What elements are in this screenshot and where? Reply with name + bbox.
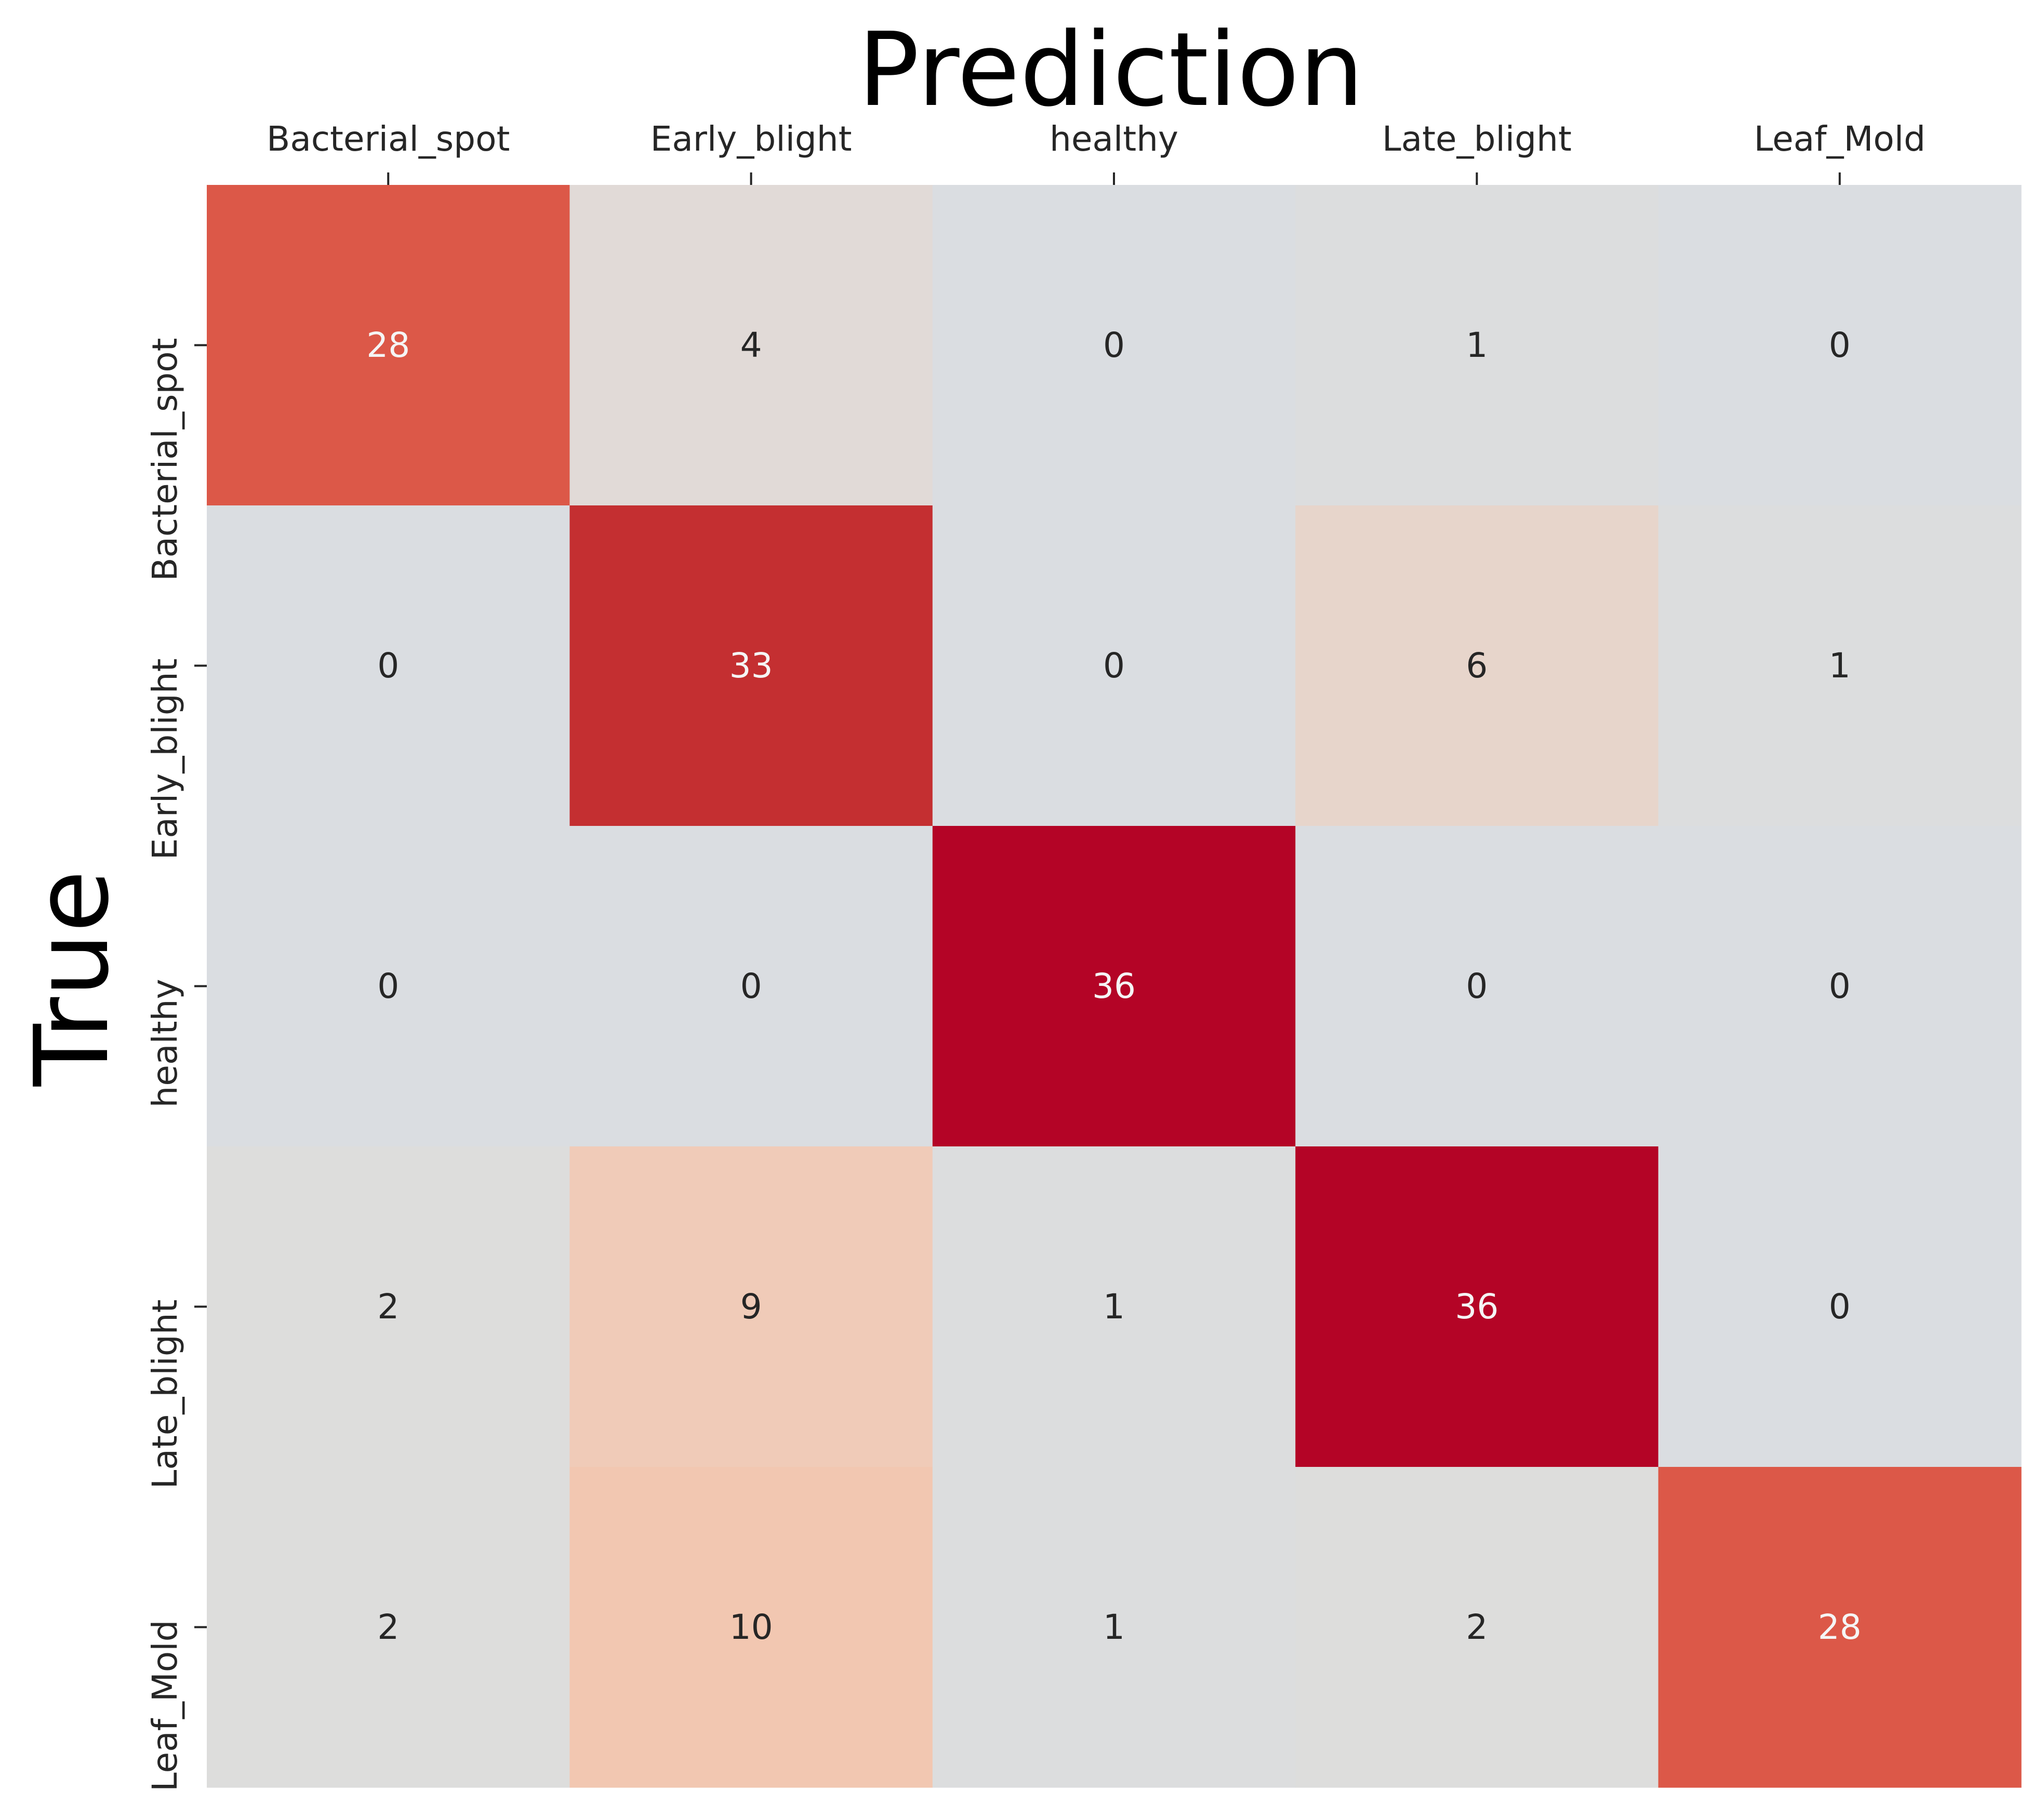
- cell-value-label: 28: [366, 325, 410, 365]
- cell-value-label: 4: [740, 325, 762, 365]
- cell-value-label: 1: [1829, 646, 1851, 686]
- heatmap-cell: [932, 1146, 1296, 1467]
- cell-value-label: 2: [377, 1607, 399, 1647]
- y-tick-label: Early_blight: [145, 659, 185, 860]
- x-tick-label: healthy: [1050, 119, 1178, 159]
- heatmap-cell: [569, 826, 933, 1147]
- heatmap-cell: [207, 505, 570, 826]
- cell-value-label: 0: [1829, 966, 1851, 1006]
- cell-value-label: 9: [740, 1287, 762, 1327]
- heatmap-cell: [207, 185, 570, 506]
- cell-value-label: 0: [1466, 966, 1488, 1006]
- cell-value-label: 1: [1103, 1607, 1125, 1647]
- x-tick-label: Leaf_Mold: [1754, 119, 1926, 159]
- heatmap-cell: [1295, 826, 1659, 1147]
- x-axis-ticks: Bacterial_spot Early_blight healthy Late_bl…: [267, 119, 1926, 185]
- heatmap-cell: [1295, 505, 1659, 826]
- heatmap-cell: [932, 826, 1296, 1147]
- heatmap-cell: [207, 826, 570, 1147]
- y-tick-label: healthy: [145, 979, 185, 1108]
- cell-value-label: 0: [740, 966, 762, 1006]
- cell-value-label: 0: [1829, 1287, 1851, 1327]
- cell-value-label: 1: [1466, 325, 1488, 365]
- heatmap-cell: [932, 1467, 1296, 1788]
- heatmap-cell: [207, 1146, 570, 1467]
- cell-value-label: 36: [1455, 1287, 1498, 1327]
- y-tick-label: Bacterial_spot: [145, 338, 185, 581]
- cell-value-label: 0: [377, 646, 399, 686]
- cell-value-label: 33: [729, 646, 773, 686]
- heatmap-cell: [569, 185, 933, 506]
- heatmap-cell: [1295, 1146, 1659, 1467]
- heatmap-cell: [1658, 1467, 2022, 1788]
- heatmap-cell: [932, 185, 1296, 506]
- cell-value-label: 2: [377, 1287, 399, 1327]
- heatmap-cell: [1658, 185, 2022, 506]
- cell-value-label: 6: [1466, 646, 1488, 686]
- heatmap-cell: [207, 1467, 570, 1788]
- cell-annotations: 28 4 0 1 00 33 0 6 10 0 36 0 02 9 1 36 02 10 1 2 28: [366, 325, 1862, 1647]
- heatmap-cell: [569, 1146, 933, 1467]
- heatmap-cell: [1295, 1467, 1659, 1788]
- heatmap-cell: [1295, 185, 1659, 506]
- heatmap-cell: [1658, 1146, 2022, 1467]
- heatmap-cell: [1658, 505, 2022, 826]
- x-tick-label: Bacterial_spot: [267, 119, 510, 159]
- x-axis-label: Prediction: [858, 11, 1364, 129]
- heatmap-cells: [207, 185, 2022, 1788]
- cell-value-label: 0: [1103, 325, 1125, 365]
- cell-value-label: 36: [1092, 966, 1136, 1006]
- y-tick-label: Late_blight: [145, 1300, 185, 1489]
- heatmap-cell: [569, 1467, 933, 1788]
- x-tick-label: Early_blight: [651, 119, 852, 159]
- y-axis-label: True: [13, 870, 131, 1087]
- cell-value-label: 1: [1103, 1287, 1125, 1327]
- cell-value-label: 28: [1818, 1607, 1862, 1647]
- heatmap-cell: [1658, 826, 2022, 1147]
- cell-value-label: 0: [1103, 646, 1125, 686]
- cell-value-label: 2: [1466, 1607, 1488, 1647]
- x-tick-label: Late_blight: [1382, 119, 1572, 159]
- heatmap-cell: [932, 505, 1296, 826]
- cell-value-label: 0: [1829, 325, 1851, 365]
- cell-value-label: 10: [729, 1607, 773, 1647]
- y-tick-label: Leaf_Mold: [145, 1620, 185, 1792]
- cell-value-label: 0: [377, 966, 399, 1006]
- heatmap-cell: [569, 505, 933, 826]
